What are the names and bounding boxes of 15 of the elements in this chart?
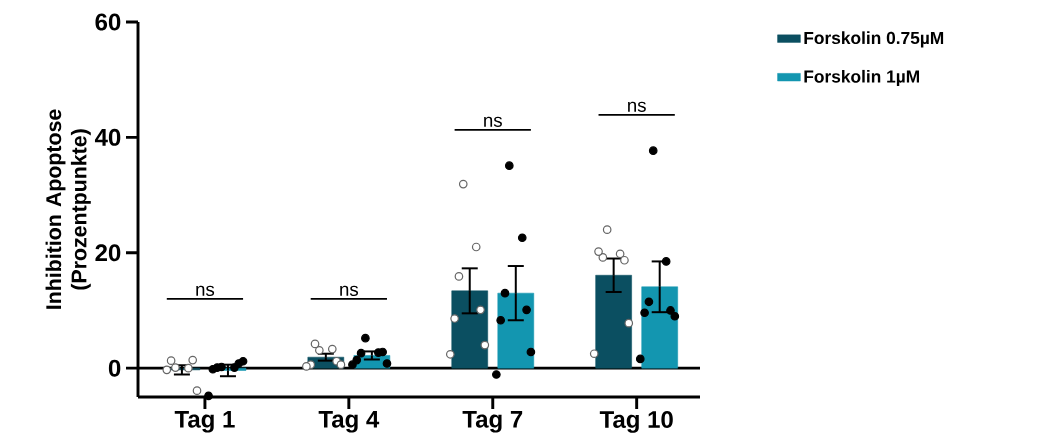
x-tick-label: Tag 1 [174, 411, 235, 433]
annotation: ns [340, 285, 359, 296]
y-tick-label: 20 [95, 244, 121, 262]
x-tick-label: Tag 10 [599, 411, 673, 433]
annotation: ns [484, 116, 502, 127]
x-tick-label: Tag 4 [318, 411, 380, 433]
y-tick-label: 60 [95, 13, 121, 31]
annotation: ns [196, 285, 215, 296]
annotation: ns [628, 101, 646, 112]
legend-label: Forskolin 0.75µM [804, 31, 944, 48]
x-tick-label: Tag 7 [462, 411, 523, 433]
y-tick-label: 0 [108, 359, 121, 377]
y-axis-title: Inhibition Apoptose (Prozentpunkte) [45, 109, 91, 309]
legend-label: Forskolin 1µM [804, 69, 919, 87]
y-tick-label: 40 [94, 128, 121, 146]
